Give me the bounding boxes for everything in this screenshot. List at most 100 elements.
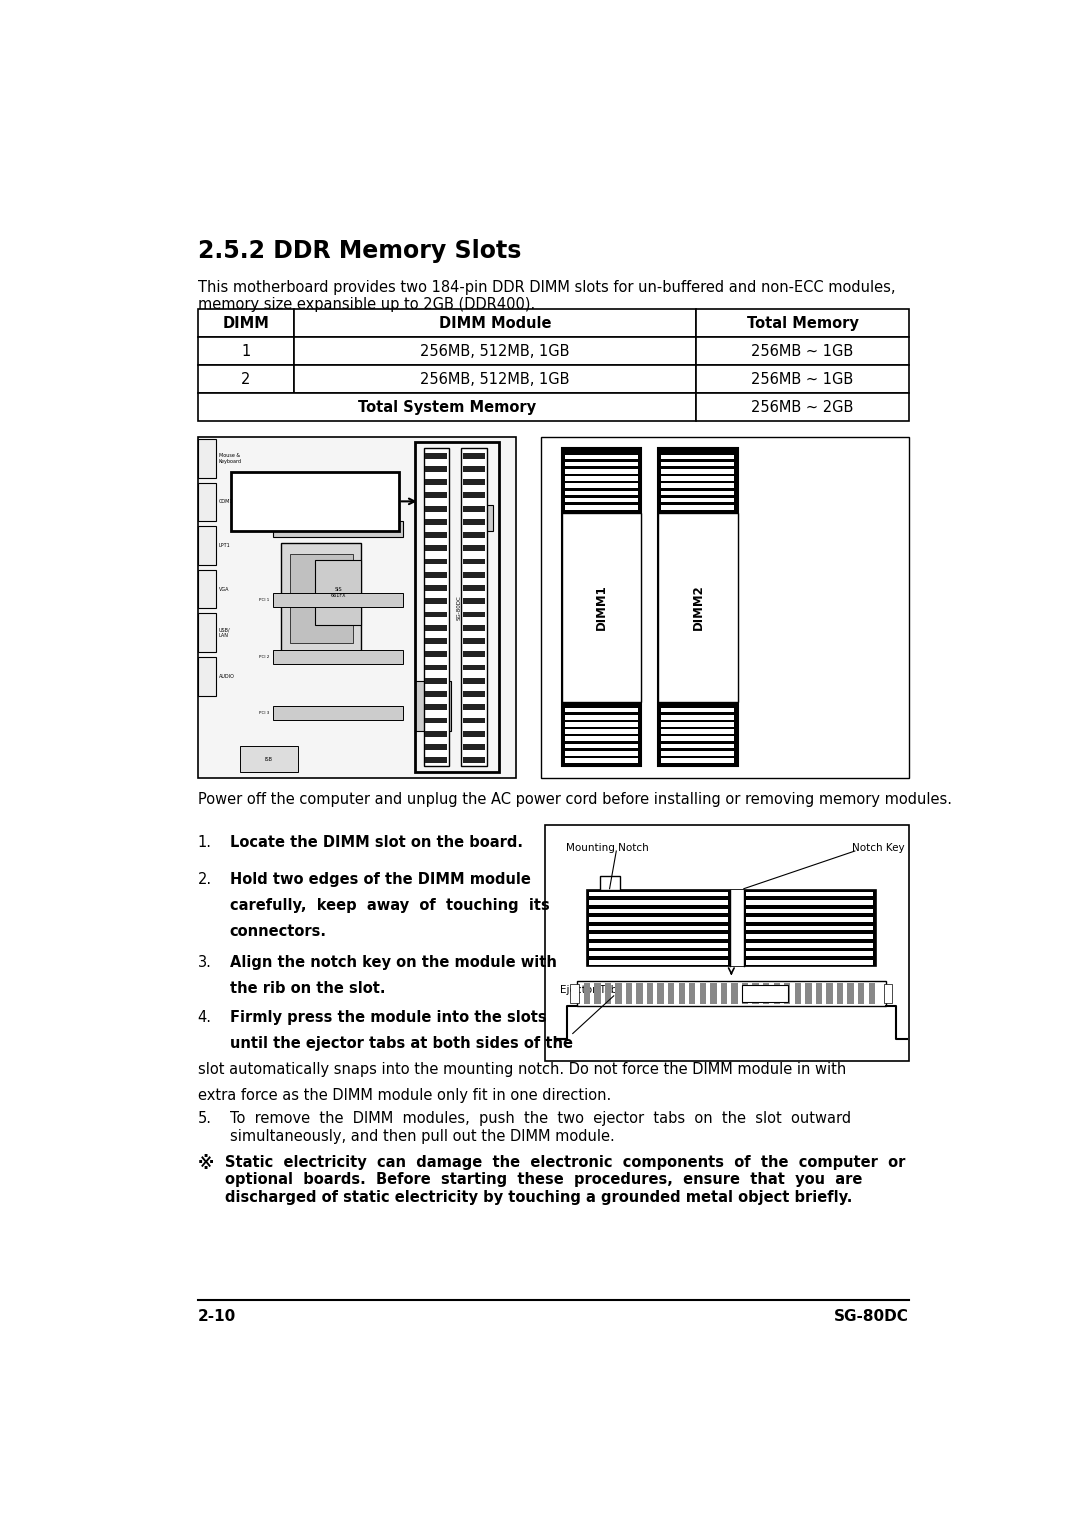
Bar — [837, 983, 843, 1005]
Text: BIOS: BIOS — [472, 515, 483, 520]
Text: Firmly press the module into the slots: Firmly press the module into the slots — [230, 1011, 546, 1024]
Bar — [463, 638, 485, 644]
Text: the rib on the slot.: the rib on the slot. — [230, 980, 386, 995]
Bar — [282, 543, 361, 654]
Bar — [426, 546, 447, 552]
Bar — [273, 593, 403, 607]
Bar — [594, 983, 600, 1005]
Bar — [426, 518, 447, 524]
Bar — [426, 453, 447, 459]
Bar — [590, 891, 728, 896]
Bar — [426, 638, 447, 644]
Bar — [463, 506, 485, 512]
Bar — [590, 960, 728, 965]
Bar — [658, 983, 664, 1005]
Bar — [426, 558, 447, 564]
Bar — [231, 472, 399, 531]
Bar — [416, 442, 499, 772]
Text: DIMM2: DIMM2 — [691, 584, 704, 630]
Bar — [565, 462, 638, 466]
Bar — [240, 746, 298, 772]
Bar — [742, 983, 748, 1005]
Bar — [826, 983, 833, 1005]
Text: Mouse &
Keyboard: Mouse & Keyboard — [218, 453, 242, 463]
Bar — [885, 985, 892, 1003]
Bar — [696, 393, 909, 422]
Bar — [590, 934, 728, 939]
Bar — [426, 691, 447, 697]
Text: 2: 2 — [241, 372, 251, 387]
Bar — [565, 716, 638, 720]
Bar — [416, 682, 450, 731]
Text: Rib: Rib — [756, 988, 773, 998]
Bar — [198, 338, 294, 365]
Bar — [661, 476, 734, 480]
Bar — [689, 983, 696, 1005]
Bar — [773, 983, 780, 1005]
Bar — [426, 612, 447, 618]
Bar — [426, 677, 447, 683]
Text: SG-80DC: SG-80DC — [835, 1309, 909, 1324]
Bar — [198, 657, 216, 696]
Bar — [426, 572, 447, 578]
Text: 2.: 2. — [198, 872, 212, 887]
Text: Power off the computer and unplug the AC power cord before installing or removin: Power off the computer and unplug the AC… — [198, 792, 951, 807]
Bar — [463, 745, 485, 749]
Text: DIMM1~2: DIMM1~2 — [267, 492, 364, 511]
Bar — [426, 586, 447, 592]
Bar — [762, 983, 769, 1005]
Bar — [423, 448, 449, 766]
Text: To  remove  the  DIMM  modules,  push  the  two  ejector  tabs  on  the  slot  o: To remove the DIMM modules, push the two… — [230, 1112, 851, 1144]
Text: DIMM: DIMM — [222, 317, 269, 330]
Text: connectors.: connectors. — [230, 924, 326, 939]
Text: until the ejector tabs at both sides of the: until the ejector tabs at both sides of … — [230, 1035, 572, 1050]
Text: Notch Key: Notch Key — [852, 842, 905, 853]
Bar — [463, 479, 485, 485]
Bar — [588, 890, 876, 966]
Bar — [463, 717, 485, 723]
Bar — [746, 951, 874, 956]
Bar — [868, 983, 875, 1005]
Bar — [565, 722, 638, 726]
Bar — [273, 521, 403, 537]
Bar — [658, 448, 738, 766]
Bar — [273, 706, 403, 720]
Text: 4.: 4. — [198, 1011, 212, 1024]
Bar — [463, 518, 485, 524]
Bar — [198, 437, 516, 778]
Bar — [661, 737, 734, 742]
Bar — [565, 498, 638, 503]
Text: PCI 2: PCI 2 — [258, 654, 269, 659]
Text: DIMM Module: DIMM Module — [438, 317, 551, 330]
Bar — [746, 901, 874, 905]
Bar — [746, 943, 874, 948]
Bar — [426, 625, 447, 631]
Bar — [616, 983, 622, 1005]
Bar — [590, 943, 728, 948]
Text: 256MB ~ 2GB: 256MB ~ 2GB — [752, 399, 853, 414]
Bar — [463, 572, 485, 578]
Bar — [294, 309, 696, 338]
Bar — [746, 925, 874, 931]
Bar — [289, 555, 353, 642]
Bar — [661, 758, 734, 763]
Text: 3.: 3. — [198, 954, 212, 969]
Bar — [463, 558, 485, 564]
Bar — [730, 890, 744, 966]
Bar — [562, 448, 642, 766]
Bar — [463, 625, 485, 631]
Bar — [426, 492, 447, 498]
Bar — [696, 309, 909, 338]
Bar — [426, 506, 447, 512]
Bar — [565, 454, 638, 459]
Bar — [294, 365, 696, 393]
Bar — [636, 983, 643, 1005]
Bar — [605, 983, 611, 1005]
Bar — [463, 546, 485, 552]
Bar — [696, 365, 909, 393]
Bar — [806, 983, 811, 1005]
Bar — [590, 917, 728, 922]
Text: SiS
661FX: SiS 661FX — [330, 587, 346, 598]
Text: extra force as the DIMM module only fit in one direction.: extra force as the DIMM module only fit … — [198, 1087, 611, 1102]
Bar — [661, 716, 734, 720]
